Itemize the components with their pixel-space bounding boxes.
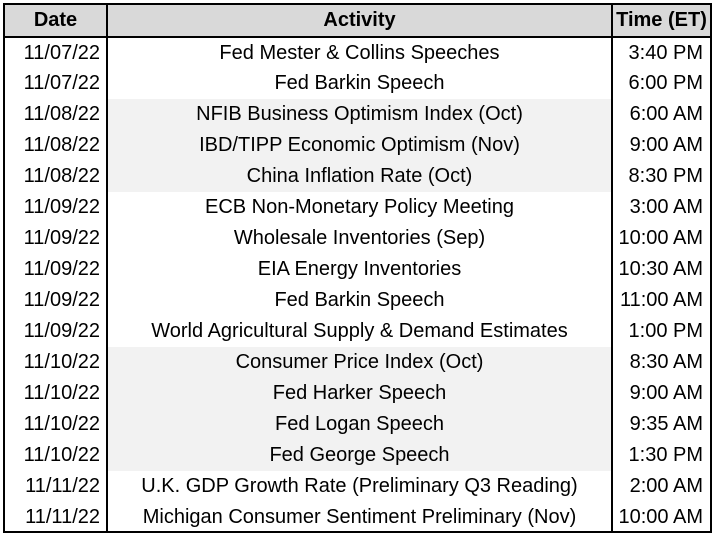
table-row: 11/10/22 Consumer Price Index (Oct) 8:30 A… [5, 347, 710, 378]
table-row: 11/09/22 Fed Barkin Speech 11:00 AM [5, 285, 710, 316]
time-cell: 8:30 AM [611, 347, 710, 378]
time-cell: 10:00 AM [611, 223, 710, 254]
date-cell: 11/10/22 [5, 378, 108, 409]
table-row: 11/10/22 Fed Harker Speech 9:00 AM [5, 378, 710, 409]
activity-cell: U.K. GDP Growth Rate (Preliminary Q3 Rea… [141, 475, 578, 497]
activity-cell: IBD/TIPP Economic Optimism (Nov) [107, 130, 612, 161]
time-cell: 9:00 AM [611, 378, 710, 409]
date-cell: 11/10/22 [5, 440, 108, 471]
date-cell: 11/11/22 [5, 502, 108, 533]
column-header-time: Time (ET) [611, 5, 710, 38]
date-cell: 11/09/22 [5, 285, 108, 316]
table-row: 11/07/22 Fed Barkin Speech 6:00 PM [5, 68, 710, 99]
date-cell: 11/09/22 [5, 254, 108, 285]
table-row: 11/09/22 Wholesale Inventories (Sep) 10:00… [5, 223, 710, 254]
date-cell: 11/10/22 [5, 347, 108, 378]
time-cell: 1:30 PM [611, 440, 710, 471]
column-header-activity: Activity [107, 5, 612, 38]
activity-cell: EIA Energy Inventories [257, 258, 462, 280]
date-cell: 11/07/22 [5, 37, 108, 68]
activity-cell: Michigan Consumer Sentiment Preliminary … [142, 506, 577, 528]
table-row: 11/10/22 Fed Logan Speech 9:35 AM [5, 409, 710, 440]
economic-calendar-table: Date Activity Time (ET) 11/07/22 Fed Mest… [5, 5, 710, 533]
time-cell: 3:00 AM [611, 192, 710, 223]
economic-calendar-table-frame: Date Activity Time (ET) 11/07/22 Fed Mest… [3, 3, 712, 533]
activity-cell: ECB Non-Monetary Policy Meeting [204, 196, 514, 218]
time-cell: 10:30 AM [611, 254, 710, 285]
activity-cell: Fed Mester & Collins Speeches [219, 41, 500, 64]
date-cell: 11/08/22 [5, 161, 108, 192]
table-row: 11/07/22 Fed Mester & Collins Speeches 3:4… [5, 37, 710, 68]
time-cell: 9:35 AM [611, 409, 710, 440]
table-row: 11/11/22 Michigan Consumer Sentiment Prel… [5, 502, 710, 533]
column-header-date: Date [5, 5, 108, 38]
activity-cell: Fed Harker Speech [107, 378, 612, 409]
activity-cell: Fed Barkin Speech [274, 72, 445, 94]
time-cell: 3:40 PM [611, 37, 710, 68]
activity-cell: Fed Logan Speech [107, 409, 612, 440]
date-cell: 11/09/22 [5, 316, 108, 347]
table-row: 11/09/22 EIA Energy Inventories 10:30 AM [5, 254, 710, 285]
table-row: 11/08/22 NFIB Business Optimism Index (Oc… [5, 99, 710, 130]
table-row: 11/11/22 U.K. GDP Growth Rate (Preliminar… [5, 471, 710, 502]
table-row: 11/09/22 ECB Non-Monetary Policy Meeting 3… [5, 192, 710, 223]
table-body: 11/07/22 Fed Mester & Collins Speeches 3:4… [5, 37, 710, 533]
time-cell: 2:00 AM [611, 471, 710, 502]
time-cell: 11:00 AM [611, 285, 710, 316]
table-row: 11/08/22 China Inflation Rate (Oct) 8:30 P… [5, 161, 710, 192]
activity-cell: Fed George Speech [107, 440, 612, 471]
activity-cell: NFIB Business Optimism Index (Oct) [107, 99, 612, 130]
time-cell: 8:30 PM [611, 161, 710, 192]
activity-cell: World Agricultural Supply & Demand Estim… [151, 320, 568, 342]
table-row: 11/08/22 IBD/TIPP Economic Optimism (Nov)… [5, 130, 710, 161]
time-cell: 1:00 PM [611, 316, 710, 347]
table-header-row: Date Activity Time (ET) [5, 5, 710, 38]
date-cell: 11/08/22 [5, 99, 108, 130]
time-cell: 6:00 PM [611, 68, 710, 99]
time-cell: 6:00 AM [611, 99, 710, 130]
activity-cell: Fed Barkin Speech [274, 289, 445, 311]
activity-cell: Consumer Price Index (Oct) [107, 347, 612, 378]
date-cell: 11/11/22 [5, 471, 108, 502]
time-cell: 10:00 AM [611, 502, 710, 533]
date-cell: 11/10/22 [5, 409, 108, 440]
date-cell: 11/07/22 [5, 68, 108, 99]
table-row: 11/10/22 Fed George Speech 1:30 PM [5, 440, 710, 471]
date-cell: 11/09/22 [5, 192, 108, 223]
date-cell: 11/09/22 [5, 223, 108, 254]
date-cell: 11/08/22 [5, 130, 108, 161]
table-row: 11/09/22 World Agricultural Supply & Dema… [5, 316, 710, 347]
time-cell: 9:00 AM [611, 130, 710, 161]
activity-cell: China Inflation Rate (Oct) [107, 161, 612, 192]
activity-cell: Wholesale Inventories (Sep) [233, 227, 486, 249]
